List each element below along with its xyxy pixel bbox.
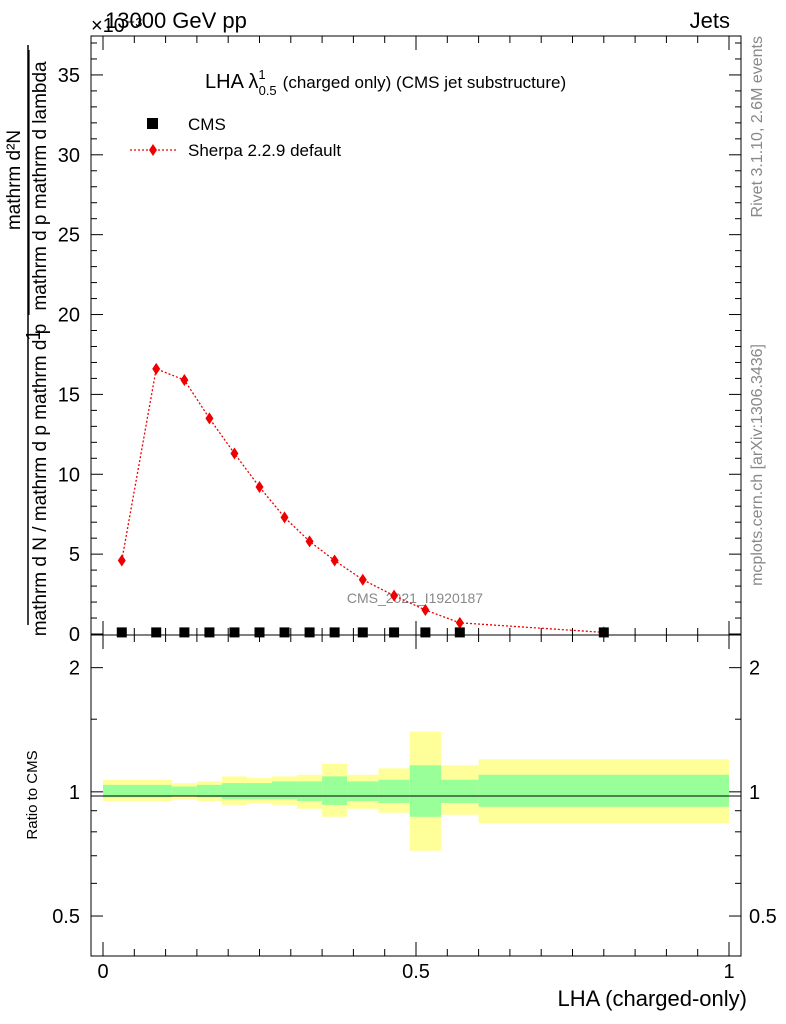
ratio-y-tick-label-right: 0.5	[749, 906, 777, 928]
ratio-band-inner	[246, 783, 273, 800]
cms-point	[357, 627, 368, 638]
cms-point	[454, 627, 465, 638]
mc-point	[358, 573, 367, 586]
ratio-band-inner	[322, 776, 348, 805]
panel-title: LHA λ1 0.5 (charged only) (CMS jet substru…	[205, 67, 566, 98]
cms-point	[116, 627, 127, 638]
top-ylabel: 1 mathrm d N / mathrm d p mathrm d p	[23, 45, 45, 625]
ratio-band-inner	[221, 783, 247, 800]
top-y-ticks: 0 5 10 15 20 25 30 35	[58, 42, 741, 646]
mc-point	[330, 554, 339, 567]
legend-mc-label: Sherpa 2.2.9 default	[188, 141, 341, 160]
ylabel-denom: mathrm d p mathrm d lambda	[30, 61, 51, 311]
ratio-bands	[103, 731, 729, 851]
mc-point	[455, 616, 464, 629]
bottom-y-ticks: 0.5 0.5 1 1 2 2	[52, 658, 777, 928]
ratio-ylabel: Ratio to CMS	[24, 750, 41, 839]
ratio-band-inner	[196, 784, 222, 798]
analysis-watermark: CMS_2021_I1920187	[347, 590, 483, 606]
x-tick-label: 0.5	[402, 961, 430, 983]
legend-cms-label: CMS	[188, 115, 226, 134]
ratio-y-tick-label-left: 2	[69, 658, 80, 680]
x-axis-label: LHA (charged-only)	[557, 986, 747, 1011]
ratio-y-tick-label-right: 1	[749, 782, 760, 804]
title-rest: (charged only) (CMS jet substructure)	[283, 73, 566, 92]
ratio-band-inner	[103, 784, 172, 798]
cms-point	[254, 627, 265, 638]
mc-point	[390, 589, 399, 602]
cms-point	[229, 627, 240, 638]
ratio-band-inner	[297, 781, 323, 802]
rivet-label: Rivet 3.1.10, 2.6M events	[749, 36, 766, 217]
mc-point	[180, 374, 189, 387]
ratio-band-inner	[272, 781, 298, 800]
data-series	[116, 627, 609, 638]
mc-line	[121, 367, 604, 634]
cms-point	[304, 627, 315, 638]
legend-cms-marker	[147, 118, 158, 129]
cms-point	[329, 627, 340, 638]
top-y-tick-label: 35	[58, 65, 80, 87]
top-y-tick-label: 5	[69, 544, 80, 566]
top-y-tick-label: 30	[58, 145, 80, 167]
x-tick-labels: 0 0.5 1	[97, 961, 734, 983]
exponent-label: ×10⁻³	[91, 15, 142, 37]
ylabel-numer: mathrm d²N	[4, 130, 25, 230]
bottom-x-ticks	[102, 635, 730, 956]
mc-point	[421, 604, 430, 617]
bottom-panel: 0.5 0.5 1 1 2 2 Ratio to CMS	[24, 634, 777, 957]
legend-mc-marker	[149, 144, 157, 156]
top-y-tick-label: 20	[58, 305, 80, 327]
x-tick-label: 1	[723, 961, 734, 983]
top-y-tick-label: 10	[58, 464, 80, 486]
ratio-band-inner	[347, 781, 379, 802]
cms-point	[179, 627, 190, 638]
ratio-band-inner	[378, 779, 410, 803]
top-y-tick-label: 15	[58, 384, 80, 406]
x-tick-label: 0	[97, 961, 108, 983]
ylabel-prefix-numer: 1	[23, 329, 45, 340]
cms-point	[598, 627, 609, 638]
mc-point	[117, 554, 126, 567]
cms-point	[420, 627, 431, 638]
ratio-band-inner	[171, 786, 197, 796]
header-right: Jets	[690, 8, 730, 33]
mc-point	[305, 535, 314, 548]
mcplots-label: mcplots.cern.ch [arXiv:1306.3436]	[749, 344, 766, 586]
mc-point	[152, 362, 161, 375]
ratio-y-tick-label-left: 0.5	[52, 906, 80, 928]
ratio-y-tick-label-right: 2	[749, 658, 760, 680]
mc-point	[280, 511, 289, 524]
title-sub: 0.5	[259, 83, 277, 98]
title-main: LHA λ	[205, 71, 258, 93]
mc-point	[205, 412, 214, 425]
ratio-band-inner	[441, 779, 479, 803]
top-y-tick-label: 0	[69, 624, 80, 646]
cms-point	[204, 627, 215, 638]
cms-point	[389, 627, 400, 638]
ylabel-prefix-denom-visible: mathrm d N / mathrm d p mathrm d p	[30, 324, 51, 637]
title-sup: 1	[258, 67, 265, 82]
mc-point	[230, 447, 239, 460]
ratio-band-inner	[478, 774, 729, 807]
cms-point	[279, 627, 290, 638]
top-x-ticks	[102, 36, 730, 635]
top-y-tick-label: 25	[58, 225, 80, 247]
mc-point	[255, 481, 264, 494]
top-ylabel-text: mathrm d²N mathrm d p mathrm d lambda ma…	[4, 50, 51, 636]
ratio-y-tick-label-left: 1	[69, 782, 80, 804]
header-left: 13000 GeV pp	[105, 8, 247, 33]
cms-point	[151, 627, 162, 638]
ratio-band-inner	[409, 765, 442, 817]
